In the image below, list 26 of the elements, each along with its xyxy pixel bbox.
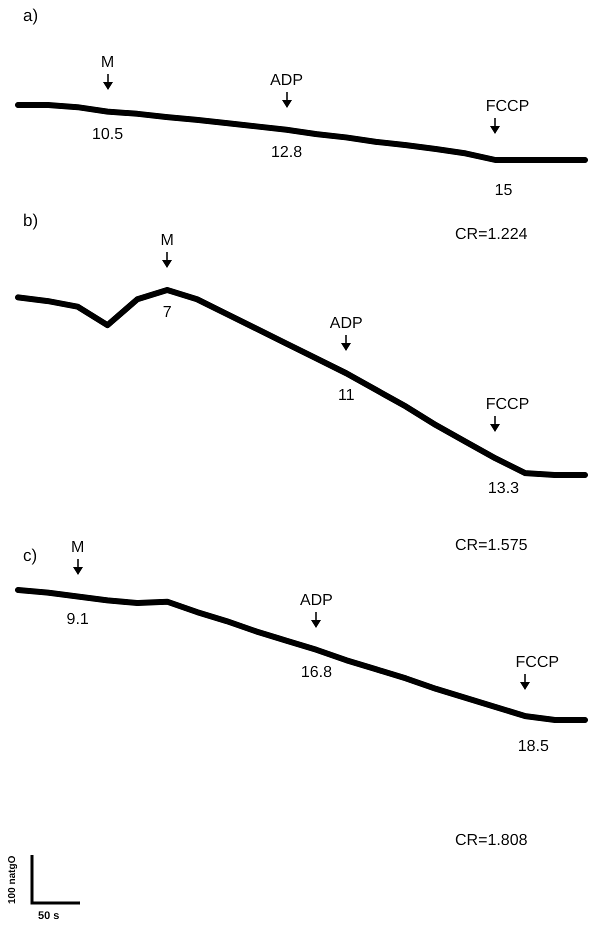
text: 50 s bbox=[38, 910, 60, 922]
text: 100 natgO bbox=[7, 856, 18, 904]
text: 15 bbox=[494, 182, 512, 200]
text: 13.3 bbox=[488, 480, 520, 498]
annotation: ADP bbox=[300, 592, 333, 610]
annotation: 9.1 bbox=[66, 610, 89, 628]
annotation: 11 bbox=[338, 387, 355, 406]
text: ADP bbox=[270, 72, 304, 90]
text: CR=1.808 bbox=[455, 832, 528, 850]
text: M bbox=[71, 538, 84, 556]
annotation: 7 bbox=[162, 304, 172, 322]
text: 18.5 bbox=[518, 738, 549, 756]
text: CR=1.575 bbox=[455, 537, 528, 555]
annotation: ADP bbox=[330, 315, 363, 334]
text: M bbox=[160, 232, 174, 250]
annotation: FCCP bbox=[516, 654, 560, 672]
chart-title: c) bbox=[23, 546, 38, 565]
chart-title: b) bbox=[23, 211, 38, 230]
annotation: 10.5 bbox=[92, 126, 124, 144]
annotation: 16.8 bbox=[300, 664, 332, 682]
annotation: 12.8 bbox=[271, 144, 302, 162]
chart-title: a) bbox=[23, 6, 38, 25]
annotation: FCCP bbox=[486, 396, 530, 414]
annotation: FCCP bbox=[486, 98, 530, 116]
text: M bbox=[100, 54, 114, 72]
text: CR=1.224 bbox=[455, 226, 528, 244]
